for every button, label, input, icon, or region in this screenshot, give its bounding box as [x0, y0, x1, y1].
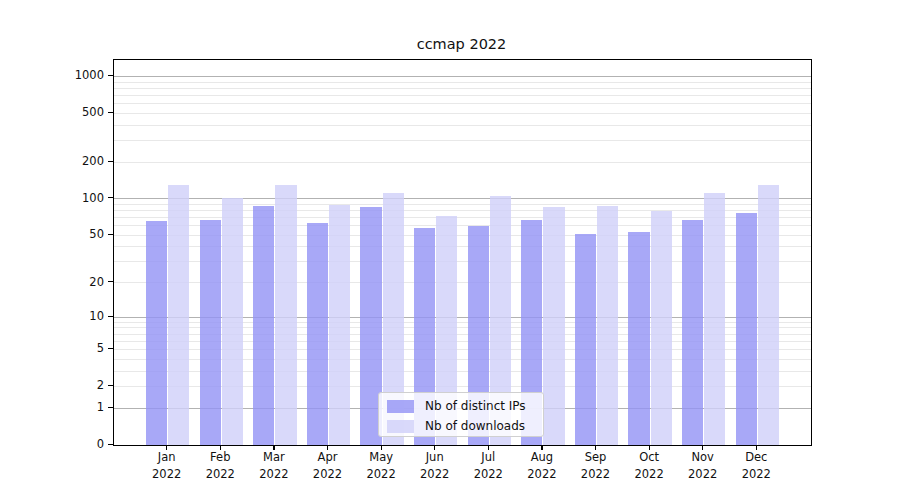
- x-tick-label: Nov 2022: [673, 449, 733, 483]
- x-tick-label: Mar 2022: [244, 449, 304, 483]
- chart-title: ccmap 2022: [113, 36, 810, 52]
- bar-jan-distinct-ips: [146, 221, 167, 445]
- y-tick-mark: [108, 281, 113, 282]
- x-tick-label: Sep 2022: [566, 449, 626, 483]
- y-tick-mark: [108, 385, 113, 386]
- y-tick-label: 2: [0, 378, 104, 392]
- bar-feb-downloads: [222, 198, 243, 445]
- y-tick-label: 50: [0, 227, 104, 241]
- x-tick-label: Aug 2022: [512, 449, 572, 483]
- y-tick-label: 100: [0, 191, 104, 205]
- legend-label-downloads: Nb of downloads: [425, 418, 525, 434]
- x-tick-label: Dec 2022: [726, 449, 786, 483]
- legend-swatch-downloads: [387, 420, 414, 433]
- legend: Nb of distinct IPs Nb of downloads: [378, 392, 544, 437]
- y-tick-label: 5: [0, 341, 104, 355]
- x-tick-label: May 2022: [351, 449, 411, 483]
- bar-sep-downloads: [597, 206, 618, 445]
- bar-mar-downloads: [275, 185, 296, 445]
- bar-oct-distinct-ips: [628, 232, 649, 445]
- y-tick-mark: [108, 75, 113, 76]
- y-tick-mark: [108, 407, 113, 408]
- y-tick-label: 1000: [0, 68, 104, 82]
- x-tick-label: Apr 2022: [298, 449, 358, 483]
- minor-gridline: [114, 140, 811, 141]
- minor-gridline: [114, 113, 811, 114]
- legend-label-distinct-ips: Nb of distinct IPs: [425, 398, 526, 414]
- bar-jan-downloads: [168, 185, 189, 445]
- minor-gridline: [114, 103, 811, 104]
- x-tick-label: Jan 2022: [137, 449, 197, 483]
- bar-aug-downloads: [543, 207, 564, 445]
- bar-mar-distinct-ips: [253, 206, 274, 445]
- legend-swatch-distinct-ips: [387, 400, 414, 413]
- minor-gridline: [114, 82, 811, 83]
- bar-nov-downloads: [704, 193, 725, 445]
- minor-gridline: [114, 95, 811, 96]
- y-tick-label: 1: [0, 400, 104, 414]
- x-tick-label: Jun 2022: [405, 449, 465, 483]
- y-tick-mark: [108, 112, 113, 113]
- bar-feb-distinct-ips: [200, 220, 221, 445]
- minor-gridline: [114, 162, 811, 163]
- plot-area: [113, 59, 812, 446]
- bar-oct-downloads: [651, 211, 672, 445]
- x-tick-label: Oct 2022: [619, 449, 679, 483]
- y-tick-mark: [108, 444, 113, 445]
- bar-dec-downloads: [758, 185, 779, 445]
- bar-apr-downloads: [329, 205, 350, 445]
- y-tick-label: 10: [0, 309, 104, 323]
- y-tick-mark: [108, 197, 113, 198]
- y-tick-label: 0: [0, 437, 104, 451]
- y-tick-label: 200: [0, 154, 104, 168]
- x-tick-label: Jul 2022: [458, 449, 518, 483]
- y-tick-label: 20: [0, 275, 104, 289]
- bar-sep-distinct-ips: [575, 234, 596, 445]
- minor-gridline: [114, 125, 811, 126]
- bar-dec-distinct-ips: [736, 213, 757, 445]
- minor-gridline: [114, 88, 811, 89]
- bar-nov-distinct-ips: [682, 220, 703, 445]
- chart-figure: ccmap 2022 0 1 2 5 10 20 50 100 200 500 1000 Jan 2…: [0, 0, 900, 500]
- y-tick-mark: [108, 316, 113, 317]
- y-tick-label: 500: [0, 105, 104, 119]
- y-tick-mark: [108, 348, 113, 349]
- y-tick-mark: [108, 234, 113, 235]
- y-tick-mark: [108, 161, 113, 162]
- x-tick-label: Feb 2022: [190, 449, 250, 483]
- bar-apr-distinct-ips: [307, 223, 328, 445]
- legend-entry-downloads: Nb of downloads: [379, 418, 543, 434]
- legend-entry-distinct-ips: Nb of distinct IPs: [379, 398, 543, 414]
- major-gridline: [114, 76, 811, 77]
